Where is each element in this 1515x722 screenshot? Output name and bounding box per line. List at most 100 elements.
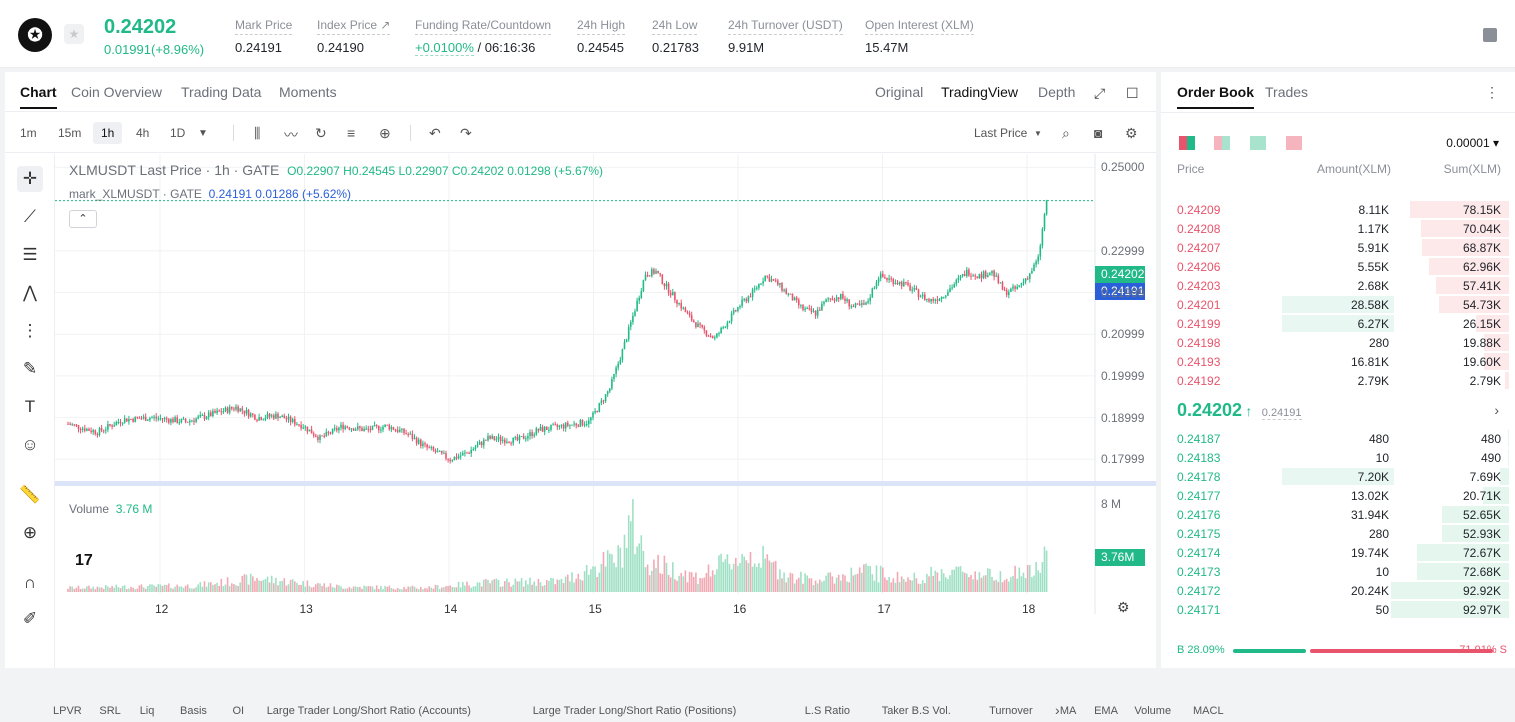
bid-row[interactable]: 0.24172 20.24K 92.92K bbox=[1161, 581, 1515, 600]
book-icon[interactable] bbox=[1483, 28, 1497, 42]
indicator-toggle[interactable]: Large Trader Long/Short Ratio (Accounts) bbox=[266, 705, 471, 717]
tab-coin-overview[interactable]: Coin Overview bbox=[71, 84, 163, 100]
bid-row[interactable]: 0.24178 7.20K 7.69K bbox=[1161, 467, 1515, 486]
ruler-icon[interactable]: 📏 bbox=[19, 485, 41, 504]
bid-row[interactable]: 0.24171 50 92.97K bbox=[1161, 600, 1515, 619]
collapse-legend-button[interactable]: ⌃ bbox=[69, 210, 97, 228]
ask-row[interactable]: 0.24192 2.79K 2.79K bbox=[1161, 371, 1515, 390]
indicator-toggle[interactable]: LPVR bbox=[53, 705, 82, 717]
tab-chart[interactable]: Chart bbox=[20, 84, 57, 109]
trendline-icon[interactable]: ⟋ bbox=[24, 207, 36, 226]
tab-moments[interactable]: Moments bbox=[279, 84, 337, 100]
volume-bar bbox=[522, 586, 525, 592]
timeframe-15m[interactable]: 15m bbox=[58, 126, 82, 140]
bid-row[interactable]: 0.24176 31.94K 52.65K bbox=[1161, 505, 1515, 524]
undo-icon[interactable]: ↶ bbox=[429, 125, 441, 141]
ask-row[interactable]: 0.24201 28.58K 54.73K bbox=[1161, 295, 1515, 314]
indicator-toggle[interactable]: MACL bbox=[1193, 705, 1224, 717]
indicator-toggle[interactable]: Taker B.S Vol. bbox=[881, 705, 951, 717]
ask-row[interactable]: 0.24199 6.27K 26.15K bbox=[1161, 314, 1515, 333]
stat-index-price[interactable]: Index Price ↗ 0.24190 bbox=[317, 18, 391, 55]
mark-values: 0.24191 0.01286 (+5.62%) bbox=[208, 187, 352, 201]
timeframe-dropdown-icon[interactable]: ▼ bbox=[198, 128, 208, 139]
fib-icon[interactable]: ⋮ bbox=[21, 321, 39, 340]
candle bbox=[995, 275, 997, 277]
template-icon[interactable]: ≡ bbox=[347, 125, 356, 141]
timeframe-1h[interactable]: 1h bbox=[93, 122, 123, 144]
layout-split-icon[interactable] bbox=[1214, 136, 1230, 150]
lock-drawing-icon[interactable]: ✐ bbox=[22, 609, 38, 628]
search-icon[interactable]: ⌕ bbox=[1062, 125, 1070, 141]
crosshair-icon[interactable]: ✛ bbox=[17, 166, 43, 192]
indicator-toggle[interactable]: L.S Ratio bbox=[804, 705, 851, 717]
tab-trades[interactable]: Trades bbox=[1265, 84, 1309, 100]
candle-type-icon[interactable]: ⫼ bbox=[254, 125, 261, 141]
text-icon[interactable]: T bbox=[24, 397, 36, 416]
indicator-toggle[interactable]: Turnover bbox=[989, 705, 1033, 717]
ask-row[interactable]: 0.24198 280 19.88K bbox=[1161, 333, 1515, 352]
favorite-star-icon[interactable]: ★ bbox=[64, 24, 84, 44]
ask-row[interactable]: 0.24193 16.81K 19.60K bbox=[1161, 352, 1515, 371]
emoji-icon[interactable]: ☺ bbox=[21, 435, 39, 454]
volume-bar bbox=[894, 582, 897, 592]
add-alert-icon[interactable]: ⊕ bbox=[379, 125, 391, 141]
precision-select[interactable]: 0.00001 ▾ bbox=[1446, 136, 1499, 150]
chevron-right-icon[interactable]: › bbox=[1494, 402, 1499, 418]
brush-icon[interactable]: ✎ bbox=[22, 359, 38, 378]
bid-row[interactable]: 0.24175 280 52.93K bbox=[1161, 524, 1515, 543]
redo-icon[interactable]: ↷ bbox=[460, 125, 472, 141]
volume-bar bbox=[606, 550, 609, 592]
candle bbox=[938, 299, 941, 301]
indicator-toggle[interactable]: MA bbox=[1059, 705, 1077, 717]
bid-row[interactable]: 0.24187 480 480 bbox=[1161, 429, 1515, 448]
indicator-toggle[interactable]: Volume bbox=[1134, 705, 1172, 717]
bid-row[interactable]: 0.24183 10 490 bbox=[1161, 448, 1515, 467]
pattern-icon[interactable]: ⋀ bbox=[23, 283, 37, 302]
more-options-icon[interactable]: ⋮ bbox=[1485, 84, 1499, 100]
timeframe-1m[interactable]: 1m bbox=[20, 126, 37, 140]
tab-trading-data[interactable]: Trading Data bbox=[181, 84, 262, 100]
indicator-toggle[interactable]: SRL bbox=[99, 705, 121, 717]
bid-row[interactable]: 0.24177 13.02K 20.71K bbox=[1161, 486, 1515, 505]
layout-both-icon[interactable] bbox=[1179, 136, 1195, 150]
window-icon[interactable]: ☐ bbox=[1126, 85, 1139, 101]
volume-bar bbox=[1008, 581, 1010, 592]
timeframe-4h[interactable]: 4h bbox=[136, 126, 150, 140]
indicator-toggle[interactable]: Liq bbox=[139, 705, 155, 717]
ask-row[interactable]: 0.24206 5.55K 62.96K bbox=[1161, 257, 1515, 276]
ask-row[interactable]: 0.24208 1.17K 70.04K bbox=[1161, 219, 1515, 238]
magnet-icon[interactable]: ∩ bbox=[23, 573, 37, 592]
indicator-toggle[interactable]: Large Trader Long/Short Ratio (Positions… bbox=[532, 705, 737, 717]
ask-row[interactable]: 0.24203 2.68K 57.41K bbox=[1161, 276, 1515, 295]
chart-settings-icon[interactable]: ⚙ bbox=[1117, 599, 1130, 615]
tab-order-book[interactable]: Order Book bbox=[1177, 84, 1255, 109]
layout-asks-icon[interactable] bbox=[1286, 136, 1302, 150]
view-original[interactable]: Original bbox=[875, 84, 924, 100]
replay-icon[interactable]: ↻ bbox=[315, 125, 327, 141]
timeframe-1d[interactable]: 1D bbox=[170, 126, 186, 140]
candle bbox=[430, 447, 433, 449]
indicators-icon[interactable]: 〰 bbox=[284, 127, 298, 143]
view-depth[interactable]: Depth bbox=[1038, 84, 1076, 100]
bid-row[interactable]: 0.24174 19.74K 72.67K bbox=[1161, 543, 1515, 562]
price-source-select[interactable]: Last Price bbox=[974, 126, 1028, 140]
expand-icon[interactable]: ⤢ bbox=[1094, 85, 1106, 101]
settings-icon[interactable]: ⚙ bbox=[1125, 125, 1138, 141]
price-chart[interactable]: XLMUSDT Last Price · 1h · GATE O0.22907 … bbox=[53, 154, 1224, 718]
chevron-right-icon[interactable]: › bbox=[1055, 702, 1060, 718]
ask-row[interactable]: 0.24207 5.91K 68.87K bbox=[1161, 238, 1515, 257]
indicator-toggle[interactable]: Basis bbox=[180, 705, 207, 717]
candlestick-svg[interactable] bbox=[55, 154, 1156, 614]
ask-row[interactable]: 0.24209 8.11K 78.15K bbox=[1161, 200, 1515, 219]
indicator-toggle[interactable]: EMA bbox=[1094, 705, 1118, 717]
view-tradingview[interactable]: TradingView bbox=[941, 84, 1019, 100]
chevron-down-icon[interactable]: ▼ bbox=[1034, 129, 1042, 138]
bid-row[interactable]: 0.24173 10 72.68K bbox=[1161, 562, 1515, 581]
layout-bids-icon[interactable] bbox=[1250, 136, 1266, 150]
horizontal-lines-icon[interactable]: ☰ bbox=[22, 245, 38, 264]
order-amount: 28.58K bbox=[1350, 298, 1389, 312]
indicator-toggle[interactable]: OI bbox=[232, 705, 245, 717]
camera-icon[interactable]: ◙ bbox=[1094, 125, 1103, 141]
zoom-in-icon[interactable]: ⊕ bbox=[22, 523, 38, 542]
candle bbox=[478, 442, 481, 445]
